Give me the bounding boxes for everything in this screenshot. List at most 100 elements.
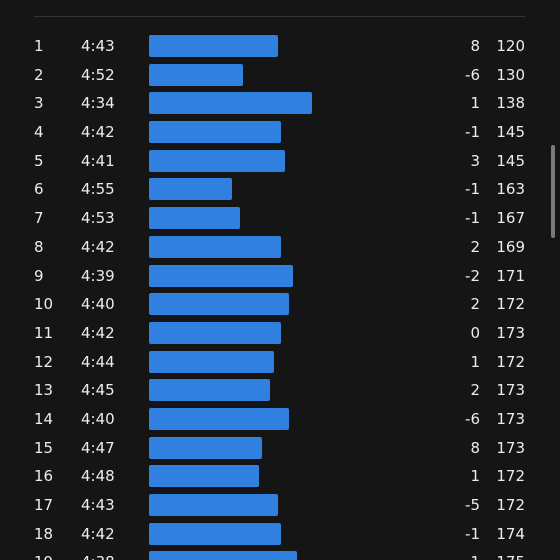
split-heart-rate: 145 <box>496 151 525 170</box>
split-elevation: -6 <box>465 65 480 84</box>
split-pace: 4:47 <box>81 438 115 457</box>
split-elevation: 8 <box>470 37 480 55</box>
split-heart-rate: 145 <box>496 123 525 142</box>
pace-bar <box>149 264 293 287</box>
split-heart-rate: 173 <box>496 381 525 400</box>
split-row[interactable]: 6 4:55 -1 163 <box>0 175 560 204</box>
pace-bar <box>149 379 270 402</box>
split-row[interactable]: 4 4:42 -1 145 <box>0 118 560 147</box>
split-km: 2 <box>34 65 44 84</box>
pace-bar <box>149 149 286 172</box>
split-elevation: -6 <box>465 409 480 428</box>
header-divider <box>34 16 525 17</box>
split-km: 14 <box>34 409 54 428</box>
split-row[interactable]: 16 4:48 1 172 <box>0 462 560 491</box>
split-pace: 4:42 <box>81 323 115 342</box>
split-km: 7 <box>34 209 44 228</box>
split-km: 12 <box>34 352 54 371</box>
split-km: 18 <box>34 524 54 543</box>
pace-bar <box>149 436 263 459</box>
split-km: 15 <box>34 438 54 457</box>
pace-bar <box>149 321 282 344</box>
split-row[interactable]: 13 4:45 2 173 <box>0 376 560 405</box>
split-pace: 4:55 <box>81 180 115 199</box>
split-pace: 4:42 <box>81 524 115 543</box>
split-elevation: -1 <box>465 123 480 142</box>
pace-bar <box>149 121 282 144</box>
split-pace: 4:53 <box>81 209 115 228</box>
split-row[interactable]: 14 4:40 -6 173 <box>0 405 560 434</box>
pace-bar <box>149 407 289 430</box>
pace-bar <box>149 494 278 516</box>
split-elevation: -1 <box>465 209 480 228</box>
split-heart-rate: 171 <box>496 266 525 285</box>
split-heart-rate: 130 <box>496 65 525 84</box>
pace-bar <box>149 350 274 373</box>
split-pace: 4:41 <box>81 151 115 170</box>
split-pace: 4:43 <box>81 37 115 55</box>
split-pace: 4:38 <box>81 552 115 560</box>
split-km: 13 <box>34 381 54 400</box>
split-row[interactable]: 15 4:47 8 173 <box>0 434 560 463</box>
split-heart-rate: 173 <box>496 409 525 428</box>
split-row[interactable]: 1 4:43 8 120 <box>0 32 560 61</box>
split-row[interactable]: 3 4:34 1 138 <box>0 89 560 118</box>
split-km: 19 <box>34 552 53 560</box>
split-pace: 4:42 <box>81 123 115 142</box>
split-heart-rate: 172 <box>496 496 525 514</box>
split-pace: 4:48 <box>81 467 115 486</box>
split-row[interactable]: 17 4:43 -5 172 <box>0 491 560 520</box>
pace-bar <box>149 293 289 316</box>
split-elevation: 1 <box>470 552 480 560</box>
pace-bar <box>149 207 240 230</box>
split-heart-rate: 172 <box>496 467 525 486</box>
split-elevation: 3 <box>470 151 480 170</box>
pace-bar <box>149 35 278 57</box>
split-row[interactable]: 11 4:42 0 173 <box>0 319 560 348</box>
split-row[interactable]: 2 4:52 -6 130 <box>0 61 560 90</box>
split-heart-rate: 167 <box>496 209 525 228</box>
split-km: 4 <box>34 123 44 142</box>
split-km: 17 <box>34 496 54 514</box>
split-row[interactable]: 18 4:42 -1 174 <box>0 520 560 549</box>
split-pace: 4:42 <box>81 237 115 256</box>
split-pace: 4:52 <box>81 65 115 84</box>
split-heart-rate: 172 <box>496 295 525 314</box>
split-row[interactable]: 10 4:40 2 172 <box>0 290 560 319</box>
split-km: 3 <box>34 94 44 113</box>
split-elevation: -1 <box>465 524 480 543</box>
split-elevation: -2 <box>465 266 480 285</box>
scrollbar[interactable] <box>551 145 555 238</box>
pace-bar <box>149 63 244 86</box>
split-pace: 4:39 <box>81 266 115 285</box>
split-pace: 4:40 <box>81 409 115 428</box>
split-elevation: 2 <box>470 237 480 256</box>
split-elevation: 0 <box>470 323 480 342</box>
split-pace: 4:34 <box>81 94 115 113</box>
split-heart-rate: 173 <box>496 323 525 342</box>
split-elevation: 1 <box>470 352 480 371</box>
pace-bar <box>149 92 312 115</box>
split-row[interactable]: 7 4:53 -1 167 <box>0 204 560 233</box>
split-pace: 4:43 <box>81 496 115 514</box>
split-row[interactable]: 12 4:44 1 172 <box>0 348 560 377</box>
split-row[interactable]: 8 4:42 2 169 <box>0 233 560 262</box>
split-km: 9 <box>34 266 44 285</box>
pace-bar <box>149 465 259 488</box>
split-heart-rate: 120 <box>496 37 525 55</box>
split-elevation: 2 <box>470 295 480 314</box>
split-km: 6 <box>34 180 44 199</box>
split-elevation: 2 <box>470 381 480 400</box>
split-elevation: -5 <box>465 496 480 514</box>
split-row[interactable]: 19 4:38 1 175 <box>0 548 560 560</box>
split-row[interactable]: 5 4:41 3 145 <box>0 147 560 176</box>
pace-bar <box>149 551 297 560</box>
split-elevation: -1 <box>465 180 480 199</box>
split-km: 1 <box>34 37 44 55</box>
split-km: 10 <box>34 295 54 314</box>
split-heart-rate: 174 <box>496 524 525 543</box>
split-pace: 4:40 <box>81 295 115 314</box>
split-km: 16 <box>34 467 54 486</box>
split-row[interactable]: 9 4:39 -2 171 <box>0 262 560 291</box>
split-elevation: 1 <box>470 94 480 113</box>
